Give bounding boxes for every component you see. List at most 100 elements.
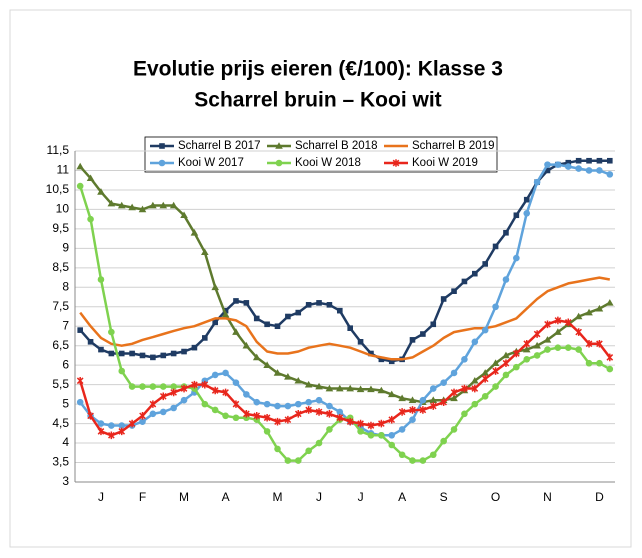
marker (450, 388, 458, 397)
marker (440, 379, 447, 387)
marker (492, 367, 499, 375)
marker (481, 326, 489, 334)
y-tick-label: 6 (62, 357, 69, 371)
marker (117, 201, 126, 209)
marker (315, 439, 323, 447)
marker (232, 379, 240, 387)
y-tick-label: 7 (62, 318, 69, 332)
marker (554, 316, 562, 325)
marker (108, 350, 115, 357)
marker (554, 344, 562, 351)
marker (253, 398, 261, 406)
y-tick-label: 9,5 (52, 221, 69, 235)
marker (201, 248, 209, 256)
marker (387, 390, 396, 398)
marker (585, 359, 593, 367)
marker (160, 352, 167, 359)
marker (461, 356, 468, 363)
marker (471, 384, 479, 393)
marker (357, 339, 364, 345)
marker (233, 298, 239, 304)
marker (118, 427, 126, 436)
marker (243, 410, 250, 418)
marker (274, 323, 281, 330)
marker (180, 211, 188, 219)
marker (253, 412, 261, 420)
marker (440, 398, 447, 406)
marker (377, 386, 386, 394)
marker (461, 384, 468, 393)
marker (305, 302, 312, 308)
x-tick-label: M (179, 490, 189, 504)
x-tick-label: S (440, 490, 448, 504)
marker (575, 346, 582, 353)
chart-title: Evolutie prijs eieren (€/100): Klasse 3 (133, 58, 503, 81)
marker (201, 400, 209, 408)
marker (97, 276, 105, 283)
legend-marker (159, 143, 165, 149)
marker (398, 426, 406, 433)
marker (523, 196, 530, 203)
y-tick-label: 3,5 (52, 455, 69, 469)
marker (294, 376, 303, 384)
marker (285, 313, 291, 320)
marker (585, 339, 593, 348)
marker (565, 159, 572, 166)
marker (222, 307, 229, 314)
marker (263, 400, 271, 408)
marker (77, 327, 83, 333)
marker (564, 163, 572, 170)
marker (440, 296, 447, 302)
legend-label: Scharrel B 2018 (295, 140, 377, 152)
series-line (79, 165, 611, 404)
marker (575, 165, 582, 172)
marker (202, 335, 208, 341)
y-tick-label: 10 (56, 202, 70, 216)
marker (533, 341, 541, 349)
y-tick-label: 4,5 (52, 416, 69, 430)
marker (87, 339, 94, 345)
marker (232, 400, 240, 408)
marker (492, 243, 499, 250)
marker (522, 345, 531, 353)
marker (356, 385, 365, 393)
marker (347, 325, 353, 331)
legend-marker (275, 142, 283, 149)
marker (211, 371, 219, 379)
marker (533, 330, 541, 338)
marker (316, 300, 322, 306)
marker (76, 398, 84, 406)
marker (180, 396, 188, 404)
y-tick-label: 3 (62, 474, 69, 488)
marker (304, 380, 313, 388)
marker (118, 350, 125, 357)
marker (388, 415, 396, 424)
marker (451, 288, 457, 294)
marker (284, 457, 292, 464)
marker (253, 315, 260, 322)
marker (159, 201, 168, 209)
marker (129, 350, 135, 357)
marker (108, 422, 115, 429)
marker (367, 421, 375, 430)
marker (150, 354, 156, 361)
marker (606, 299, 614, 306)
marker (97, 188, 105, 195)
marker (201, 380, 209, 389)
marker (586, 157, 592, 164)
marker (211, 283, 219, 291)
marker (523, 356, 531, 363)
x-tick-label: D (595, 490, 604, 504)
marker (523, 210, 531, 217)
marker (252, 353, 261, 361)
marker (118, 422, 126, 429)
marker (108, 328, 115, 336)
marker (305, 398, 312, 406)
marker (336, 384, 344, 392)
marker (128, 203, 136, 211)
legend-marker (158, 159, 166, 167)
marker (606, 171, 614, 178)
marker (378, 431, 385, 439)
marker (284, 373, 292, 380)
